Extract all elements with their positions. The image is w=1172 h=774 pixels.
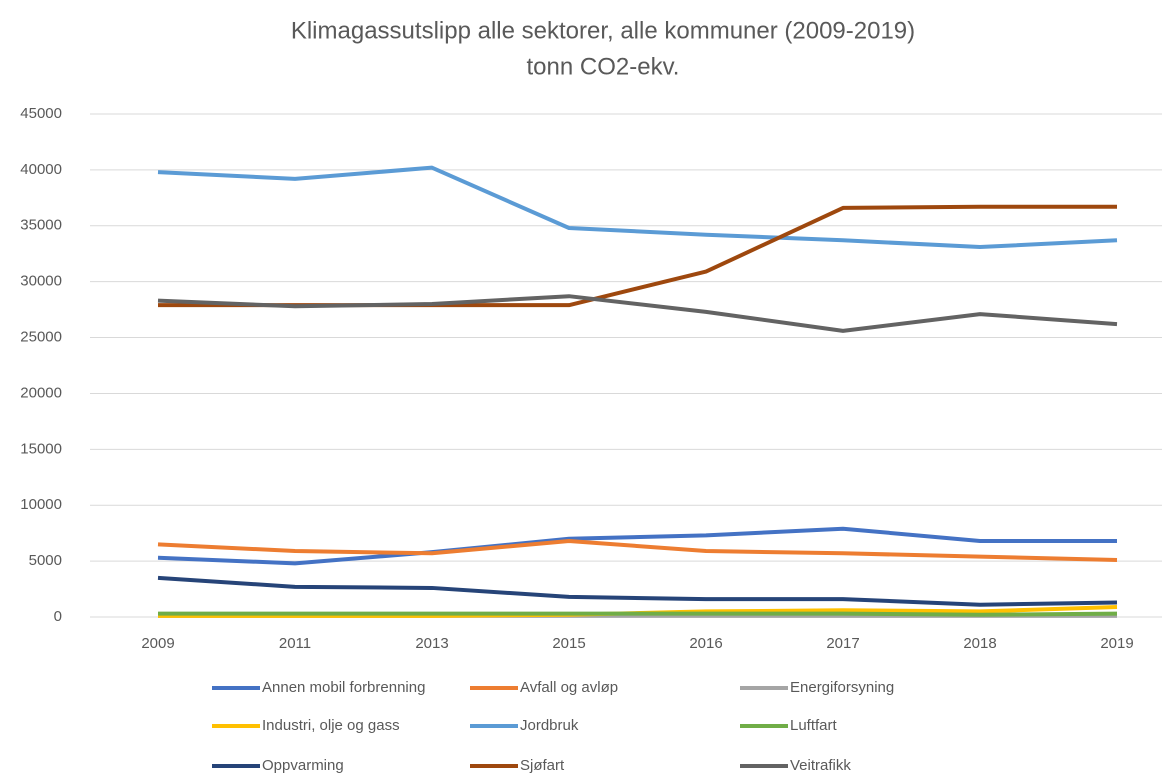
series-line [158, 611, 1118, 617]
x-tick-label: 2011 [279, 635, 311, 652]
legend-label: Veitrafikk [790, 757, 851, 774]
x-tick-label: 2019 [1100, 635, 1133, 652]
series-line [157, 294, 1118, 333]
y-tick-label: 30000 [20, 273, 62, 290]
chart-title: Klimagassutslipp alle sektorer, alle kom… [291, 17, 915, 44]
y-tick-label: 0 [54, 608, 62, 625]
legend-label: Industri, olje og gass [262, 717, 400, 734]
legend-label: Energiforsyning [790, 679, 894, 696]
y-tick-label: 20000 [20, 384, 62, 401]
legend-label: Oppvarming [262, 757, 344, 774]
legend-label: Annen mobil forbrenning [262, 679, 425, 696]
y-tick-label: 40000 [20, 161, 62, 178]
series-line [157, 165, 1118, 250]
x-tick-label: 2009 [141, 635, 174, 652]
series-line [158, 204, 1117, 308]
series-line [157, 526, 1117, 566]
x-tick-label: 2016 [689, 635, 722, 652]
y-tick-label: 10000 [20, 496, 62, 513]
y-tick-label: 45000 [20, 105, 62, 122]
y-tick-label: 15000 [20, 440, 62, 457]
legend-label: Sjøfart [520, 757, 565, 774]
x-tick-label: 2017 [826, 635, 859, 652]
series-line [157, 575, 1118, 607]
legend-label: Jordbruk [520, 717, 579, 734]
y-tick-label: 35000 [20, 217, 62, 234]
x-tick-label: 2013 [415, 635, 448, 652]
legend-label: Luftfart [790, 717, 838, 734]
series-line [157, 538, 1118, 562]
chart-subtitle: tonn CO2-ekv. [527, 53, 680, 80]
x-tick-label: 2018 [963, 635, 996, 652]
x-tick-label: 2015 [552, 635, 585, 652]
y-tick-label: 5000 [29, 552, 62, 569]
y-tick-label: 25000 [20, 329, 62, 346]
legend-label: Avfall og avløp [520, 679, 618, 696]
